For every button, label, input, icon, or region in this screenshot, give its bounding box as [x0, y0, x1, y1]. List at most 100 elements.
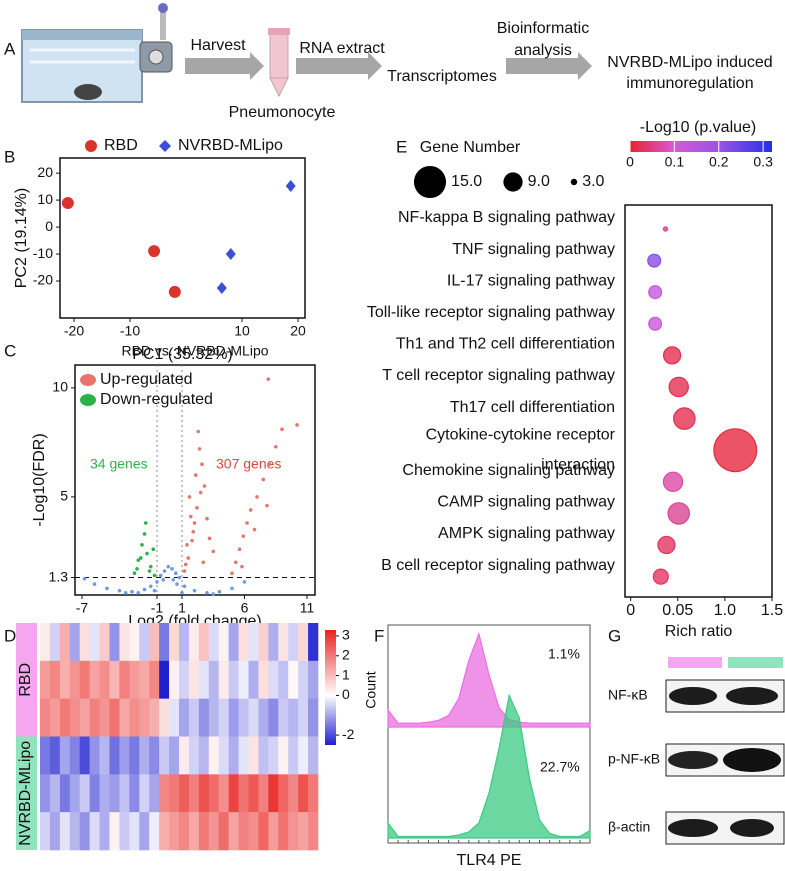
heatmap-cell [79, 774, 90, 813]
heatmap-cell [129, 812, 140, 851]
heatmap-cell [278, 774, 289, 813]
heatmap-cell [238, 660, 249, 699]
heatmap-cell [218, 698, 229, 737]
y-category-label: Th17 cell differentiation [450, 399, 615, 416]
heatmap-cell [308, 698, 319, 737]
arrow [185, 52, 264, 80]
colorbar-label: 0.2 [709, 154, 729, 170]
x-axis-label: TLR4 PE [457, 852, 522, 869]
heatmap-cell [288, 660, 299, 699]
heatmap-cell [159, 623, 170, 662]
heatmap-cell [40, 698, 51, 737]
heatmap-cell [149, 774, 160, 813]
heatmap-cell [208, 736, 220, 775]
heatmap-cell [218, 774, 229, 813]
data-point [233, 560, 238, 565]
data-point [295, 423, 299, 427]
tube-illustration [268, 28, 290, 98]
heatmap-cell [278, 623, 289, 662]
data-point [266, 377, 271, 381]
heatmap-cell [288, 698, 299, 737]
heatmap-cell [159, 698, 170, 737]
legend-label: NVRBD-MLipo [178, 137, 283, 154]
y-category-label: T cell receptor signaling pathway [382, 367, 615, 384]
heatmap-cell [248, 623, 259, 662]
data-point [92, 582, 97, 586]
heatmap-cell [40, 736, 51, 775]
heatmap-cell [228, 736, 239, 775]
heatmap-cell [40, 660, 51, 699]
histogram-area [387, 631, 591, 728]
heatmap-cell [59, 698, 71, 737]
data-point [211, 549, 216, 554]
data-point [136, 591, 141, 595]
y-tick-label: -20 [33, 272, 53, 288]
y-category-label: interaction [541, 456, 615, 473]
data-point [145, 551, 149, 556]
heatmap-cell [268, 698, 279, 737]
heatmap-cell [258, 623, 269, 662]
y-category-label: CAMP signaling pathway [437, 494, 615, 511]
heatmap-cell [278, 698, 289, 737]
heatmap-cell [198, 623, 210, 662]
data-point [211, 592, 216, 596]
heatmap-cell [149, 623, 160, 662]
heatmap-cell [198, 812, 210, 851]
data-point [171, 577, 176, 582]
data-point [161, 577, 166, 582]
data-point [182, 569, 187, 573]
y-tick-label: 0 [45, 218, 53, 234]
data-point [225, 248, 236, 261]
heatmap-cell [109, 812, 120, 851]
heatmap-cell [119, 736, 130, 775]
x-tick-label: 1.5 [761, 602, 783, 619]
heatmap-cell [228, 774, 239, 813]
heatmap-cell [159, 812, 170, 851]
heatmap-cell [278, 660, 289, 699]
heatmap-cell [248, 736, 259, 775]
data-point [183, 562, 188, 567]
heatmap-cell [308, 623, 319, 662]
data-point [255, 495, 259, 499]
workflow-step: RNA extract [299, 40, 385, 57]
heatmap-cell [288, 623, 299, 662]
panel-label: C [4, 341, 16, 360]
heatmap-cell [188, 660, 200, 699]
y-axis-label: PC2 (19.14%) [13, 188, 30, 289]
data-point [195, 505, 199, 510]
data-point [177, 575, 182, 580]
cage-illustration [21, 3, 173, 103]
heatmap-cell [99, 660, 110, 699]
data-point [142, 587, 147, 592]
data-point [130, 589, 134, 594]
heatmap-cell [79, 623, 90, 662]
colorbar-label: 0 [626, 154, 634, 170]
colorbar-label: 2 [342, 646, 350, 662]
y-tick-label: -10 [33, 245, 53, 261]
size-legend-label: 15.0 [451, 173, 482, 190]
heatmap-cell [139, 623, 150, 662]
heatmap-cell [40, 812, 51, 851]
heatmap-cell [169, 736, 180, 775]
data-point [140, 543, 144, 547]
plot-frame [59, 157, 306, 319]
western-blot [665, 679, 785, 845]
heatmap-cell [268, 774, 279, 813]
row-group-bar [16, 736, 37, 850]
bubble [662, 471, 684, 493]
data-point [267, 462, 272, 466]
bubble [662, 346, 682, 365]
heatmap-cell [139, 774, 150, 813]
x-tick-label: 1.0 [714, 602, 736, 619]
size-legend-marker [570, 178, 578, 186]
data-point [273, 444, 278, 449]
heatmap-cell [208, 774, 220, 813]
heatmap-cell [109, 736, 120, 775]
heatmap-cell [208, 660, 220, 699]
y-category-label: TNF signaling pathway [452, 241, 615, 258]
data-point [285, 180, 296, 193]
data-point [138, 556, 143, 560]
heatmap-cell [69, 736, 81, 775]
heatmap-cell [169, 660, 180, 699]
data-point [148, 245, 161, 258]
